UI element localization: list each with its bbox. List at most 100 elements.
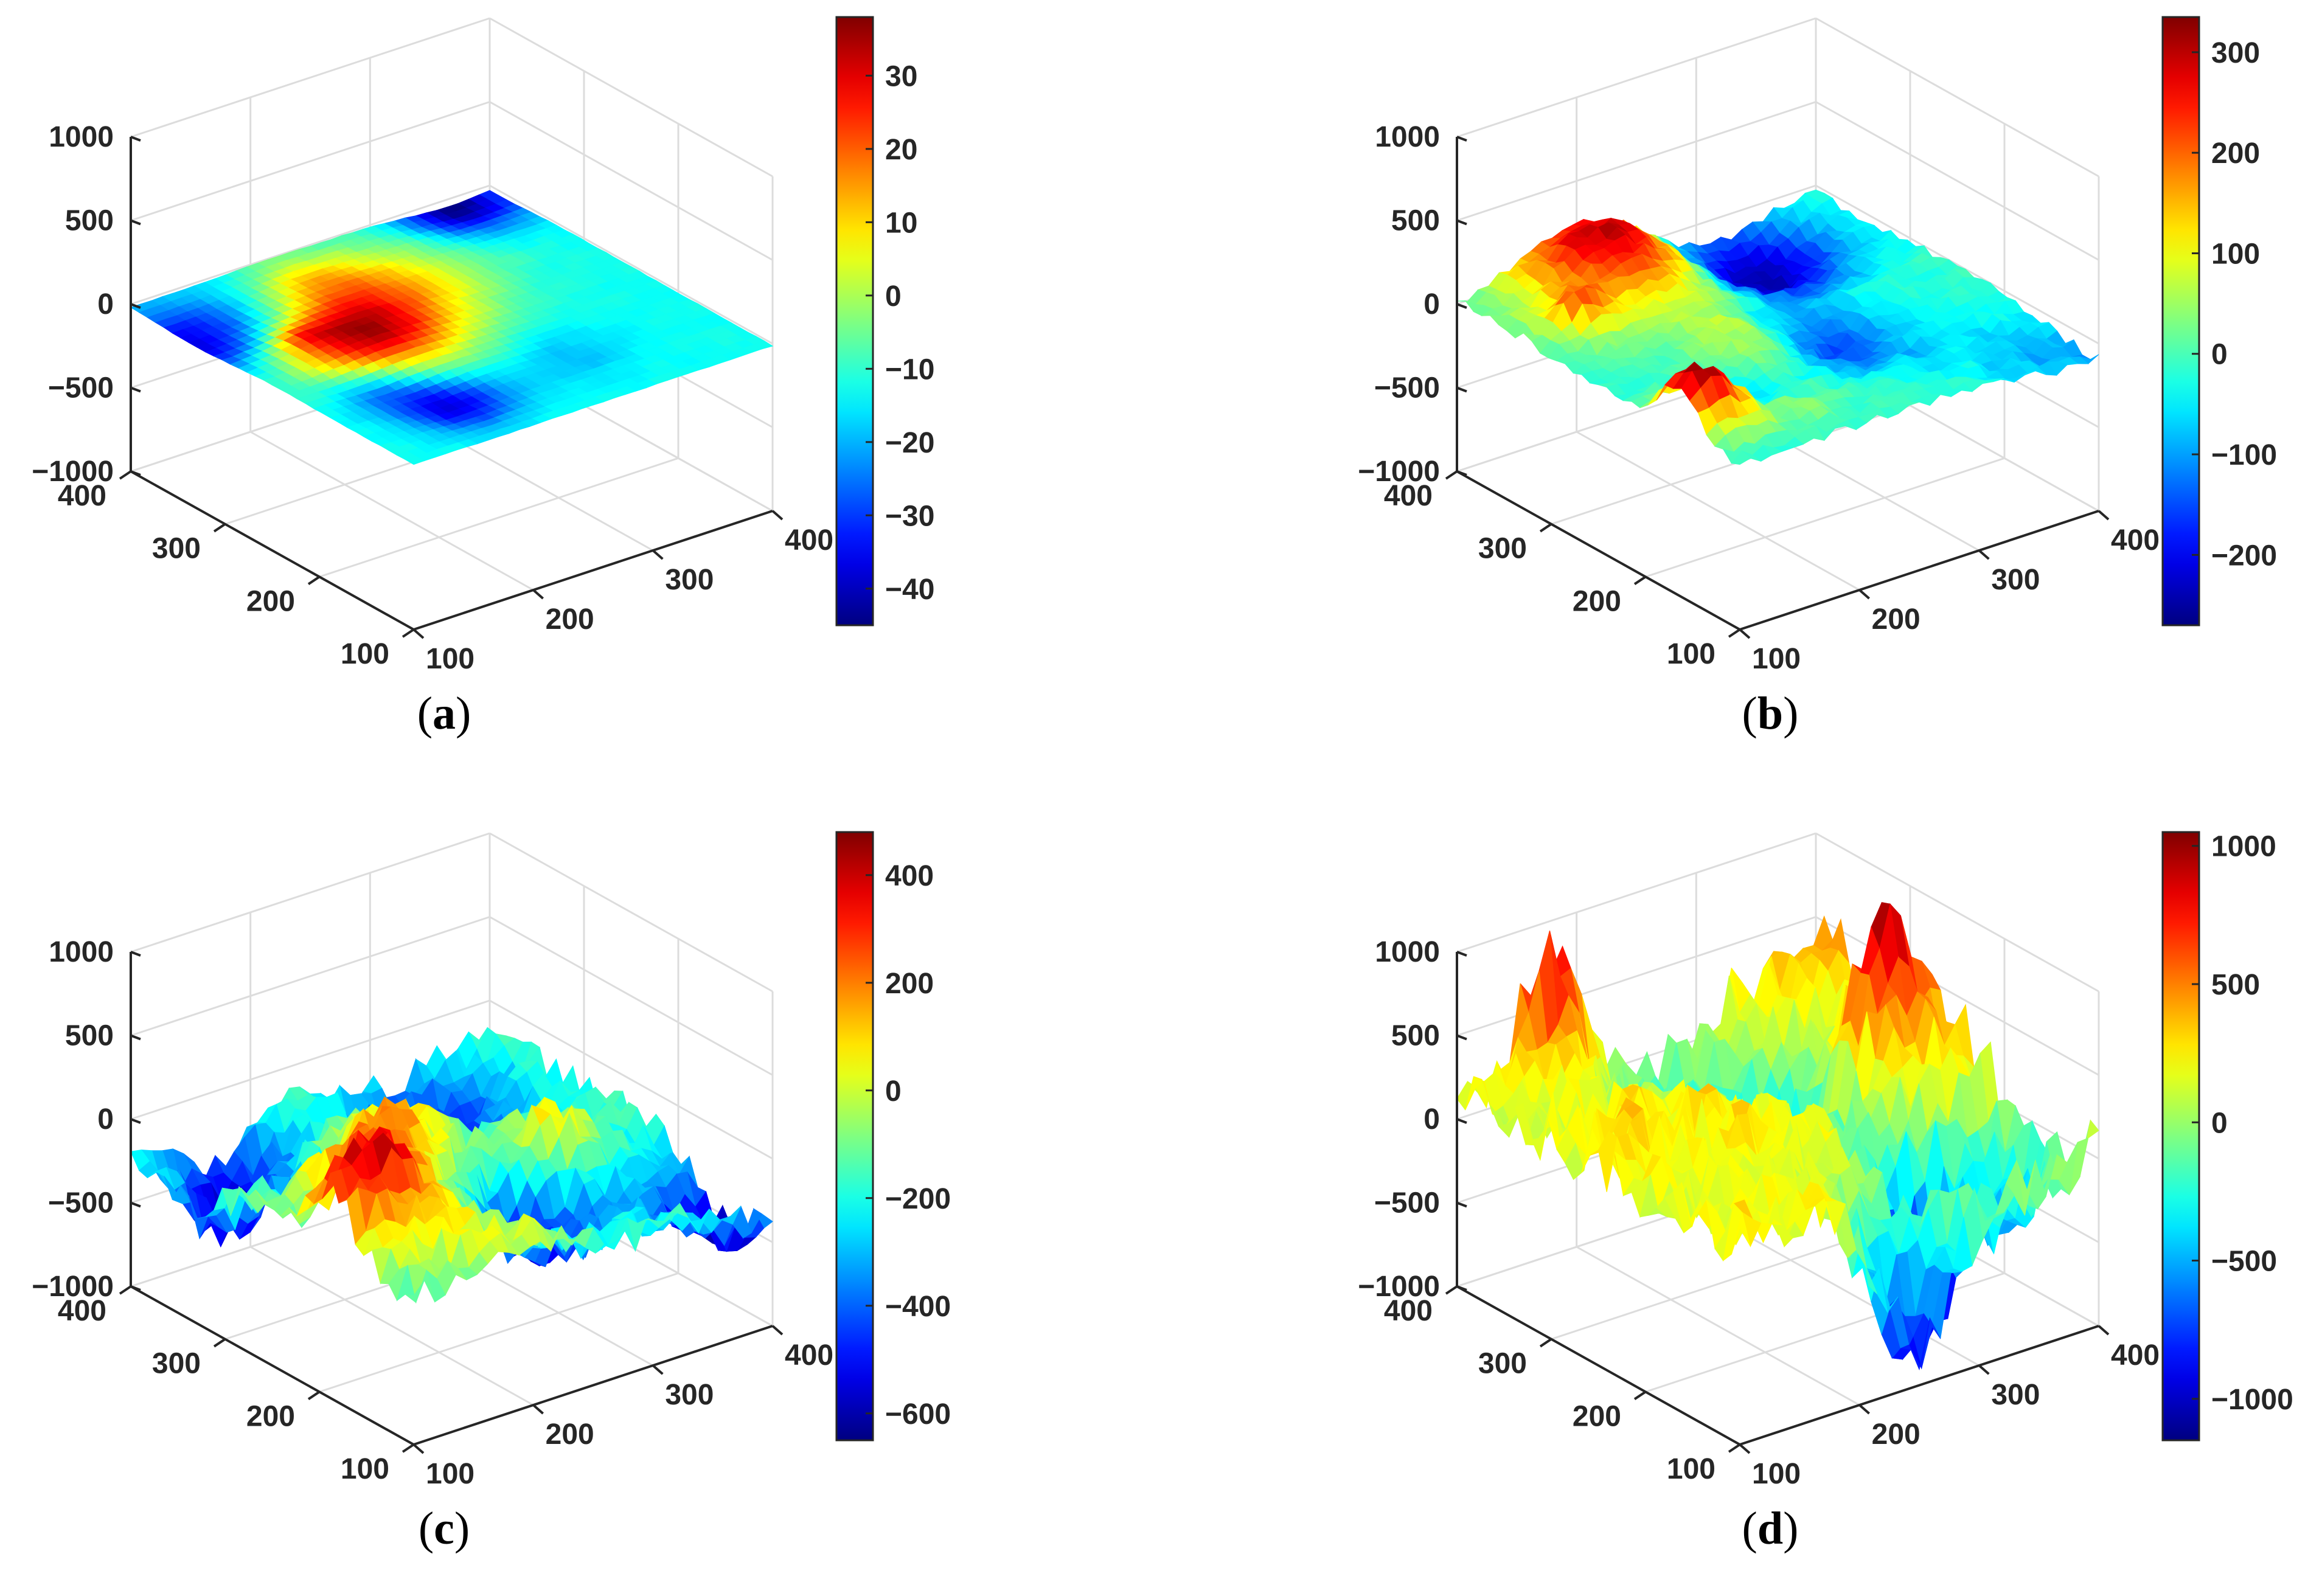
z-tick-mark [1456,219,1467,226]
colorbar-tick-label: 0 [885,280,902,313]
z-tick-label: 500 [65,1020,114,1052]
colorbar-tick-label: 30 [885,60,917,92]
panel-b-surface [1456,189,2099,465]
x-tick-label: 300 [1991,1379,2040,1411]
y-tick-label: 100 [341,1453,389,1485]
colorbar-tick-label: 0 [2211,1107,2228,1139]
y-tick-mark [213,1338,226,1348]
z-tick-mark [1456,1034,1467,1041]
x-tick-label: 100 [426,643,474,675]
x-tick-label: 400 [785,1339,833,1372]
z-tick-mark [1456,1285,1467,1291]
y-tick-label: 400 [1384,480,1433,512]
y-tick-label: 200 [1573,1400,1621,1432]
z-tick-mark [130,303,141,309]
x-tick-mark [2098,1325,2110,1336]
panel-d-chart: 1000 500 0 −500 −1000 100 200 300 400 100 200 300 40… [1358,831,2293,1490]
colorbar-tick-label: 0 [885,1075,902,1108]
colorbar-tick-label: 20 [885,134,917,166]
x-tick-label: 300 [665,1379,714,1411]
x-tick-mark [532,589,544,600]
x-tick-mark [1739,1443,1751,1454]
z-tick-label: −1000 [32,1271,114,1303]
y-tick-label: 200 [246,585,295,617]
y-tick-mark [1539,1338,1552,1348]
x-tick-label: 400 [785,524,833,557]
z-tick-mark [130,951,141,957]
x-tick-mark [652,1364,664,1375]
z-tick-mark [1456,303,1467,309]
colorbar-tick-label: −40 [885,574,934,606]
z-tick-mark [1456,386,1467,393]
z-tick-label: 1000 [49,121,114,153]
z-tick-label: −500 [1374,1187,1440,1220]
y-tick-mark [401,628,415,638]
x-tick-mark [2098,510,2110,521]
colorbar-tick-label: 400 [885,860,934,892]
panel-a-colorbar [835,16,874,626]
y-tick-label: 300 [1478,1348,1527,1380]
x-tick-mark [1978,549,1990,560]
y-tick-label: 100 [1667,638,1715,670]
x-tick-mark [412,1443,425,1454]
z-tick-mark [130,470,141,476]
y-tick-label: 300 [1478,533,1527,565]
z-tick-mark [130,219,141,226]
z-tick-label: 500 [1391,1020,1440,1052]
y-tick-label: 400 [1384,1295,1433,1327]
z-tick-label: 0 [1423,288,1440,321]
x-tick-mark [771,510,784,521]
x-tick-mark [1978,1364,1990,1375]
y-tick-mark [119,1285,132,1295]
y-tick-label: 200 [1573,585,1621,617]
y-tick-label: 300 [152,1348,201,1380]
colorbar-tick-label: −30 [885,500,934,532]
y-tick-mark [1633,1390,1647,1400]
panel-a-chart: 10005000−500−100010020030040010020030040… [32,16,934,675]
y-tick-label: 200 [246,1400,295,1432]
z-tick-label: −1000 [32,456,114,488]
z-tick-label: 0 [97,288,114,321]
colorbar-tick-label: −600 [885,1398,951,1431]
z-tick-label: 1000 [1375,121,1440,153]
y-tick-mark [213,523,226,533]
y-tick-mark [401,1443,415,1453]
y-tick-mark [1445,1285,1458,1295]
x-tick-label: 300 [665,564,714,596]
z-tick-label: 1000 [49,936,114,968]
z-tick-mark [130,1034,141,1041]
x-tick-label: 300 [1991,564,2040,596]
panel-a-surface [130,190,774,465]
z-tick-mark [1456,951,1467,957]
x-tick-label: 200 [1872,1418,1920,1451]
y-tick-label: 400 [58,480,106,512]
x-tick-mark [532,1404,544,1415]
x-tick-label: 200 [1872,603,1920,636]
colorbar-tick-label: 300 [2211,37,2260,69]
z-tick-label: 500 [1391,205,1440,237]
z-tick-label: −500 [1374,372,1440,404]
z-tick-mark [130,1201,141,1208]
colorbar-tick-label: 200 [885,968,934,1000]
colorbar-tick-label: 100 [2211,238,2260,270]
panel-c-colorbar [835,831,874,1442]
x-tick-label: 200 [546,603,594,636]
y-tick-mark [1728,628,1741,638]
x-tick-label: 100 [426,1458,474,1490]
z-tick-label: −1000 [1358,456,1440,488]
y-tick-mark [119,470,132,480]
colorbar-tick-label: 0 [2211,339,2228,371]
z-tick-mark [1456,470,1467,476]
x-tick-label: 200 [546,1418,594,1451]
colorbar-tick-label: 500 [2211,969,2260,1001]
z-tick-label: −1000 [1358,1271,1440,1303]
colorbar-tick-label: −100 [2211,439,2277,471]
panel-a-label: (a) [417,688,471,739]
colorbar-tick-label: −20 [885,427,934,459]
colorbar-tick-label: −10 [885,353,934,386]
z-tick-label: 0 [97,1103,114,1136]
x-tick-label: 400 [2111,1339,2160,1372]
colorbar-tick-label: −200 [2211,540,2277,572]
x-tick-mark [1858,1404,1870,1415]
panel-d-surface [1456,902,2099,1371]
